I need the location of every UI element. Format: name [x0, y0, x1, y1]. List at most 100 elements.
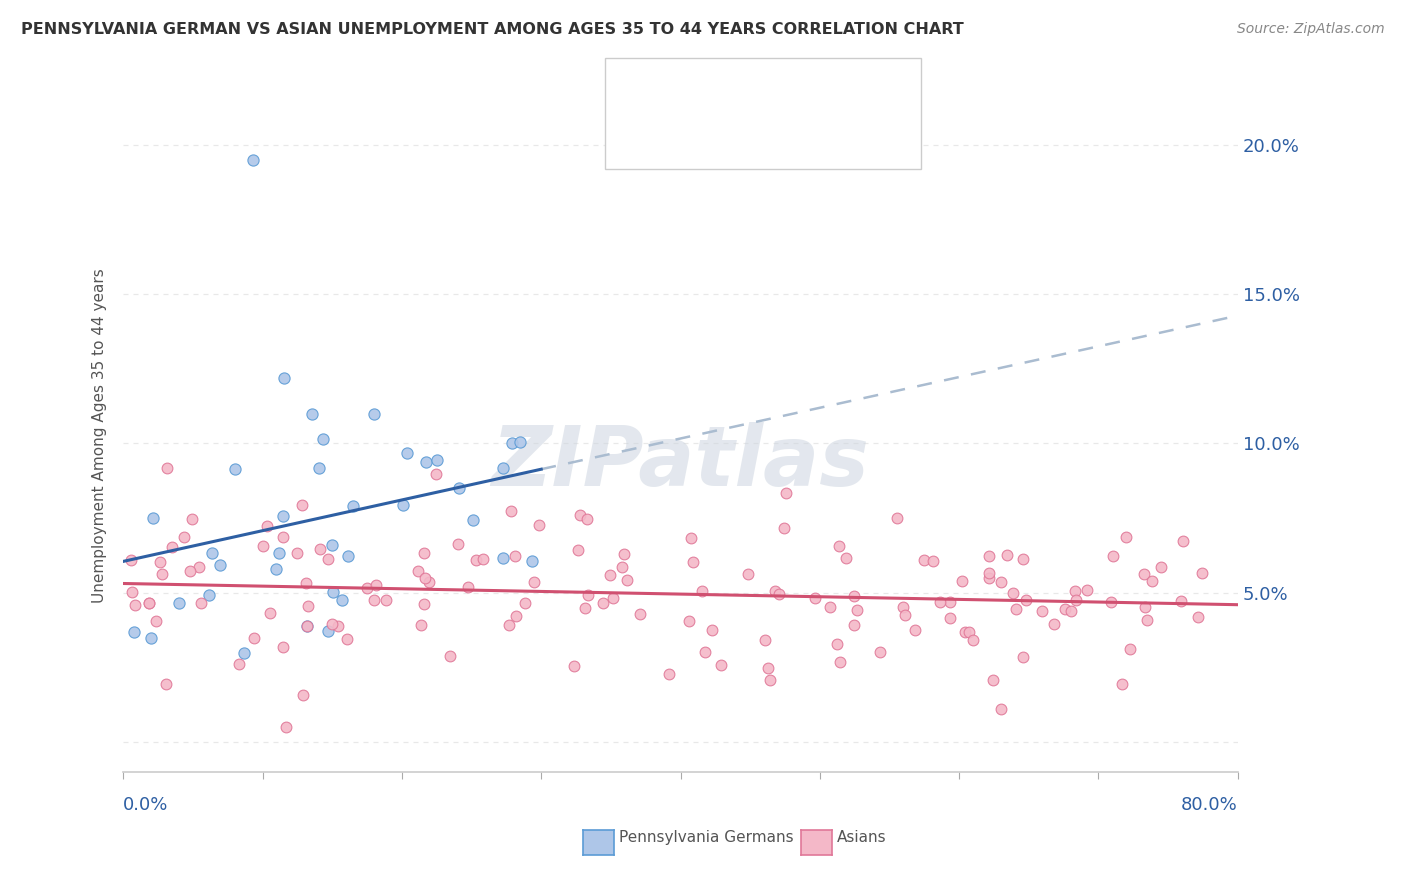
Point — [412, 546, 434, 560]
Point — [271, 508, 294, 523]
Point — [1187, 609, 1209, 624]
Point — [520, 554, 543, 568]
Point — [155, 676, 177, 690]
Point — [145, 614, 167, 628]
Point — [342, 499, 364, 513]
Point — [678, 614, 700, 628]
Point — [274, 720, 297, 734]
Point — [415, 455, 437, 469]
Point — [1170, 594, 1192, 608]
Point — [869, 645, 891, 659]
Point — [173, 530, 195, 544]
Point — [309, 542, 332, 557]
Point — [772, 521, 794, 535]
Point — [894, 607, 917, 622]
Point — [710, 657, 733, 672]
Point — [912, 553, 935, 567]
Point — [1060, 604, 1083, 618]
Point — [1004, 602, 1026, 616]
Text: 0.315: 0.315 — [714, 85, 766, 103]
Point — [981, 673, 1004, 687]
Point — [408, 564, 430, 578]
Point — [505, 549, 527, 563]
Point — [301, 407, 323, 421]
Point — [201, 546, 224, 560]
Point — [418, 574, 440, 589]
Point — [271, 530, 294, 544]
Point — [523, 575, 546, 590]
Point — [576, 588, 599, 602]
Point — [845, 603, 868, 617]
Point — [1043, 617, 1066, 632]
Point — [498, 618, 520, 632]
Point — [150, 567, 173, 582]
Point — [316, 552, 339, 566]
Text: N=: N= — [763, 107, 794, 125]
Point — [756, 661, 779, 675]
Point — [977, 549, 1000, 563]
Text: -0.196: -0.196 — [714, 107, 773, 125]
Point — [842, 589, 865, 603]
Point — [392, 498, 415, 512]
Text: Pennsylvania Germans: Pennsylvania Germans — [619, 830, 793, 845]
Point — [995, 548, 1018, 562]
Point — [292, 688, 315, 702]
Point — [412, 597, 434, 611]
Point — [252, 540, 274, 554]
Point — [939, 611, 962, 625]
Point — [138, 596, 160, 610]
Point — [628, 607, 651, 621]
Point — [228, 657, 250, 672]
Point — [426, 452, 449, 467]
Point — [1119, 641, 1142, 656]
Point — [138, 596, 160, 610]
Point — [312, 433, 335, 447]
Point — [737, 567, 759, 582]
Y-axis label: Unemployment Among Ages 35 to 44 years: Unemployment Among Ages 35 to 44 years — [93, 268, 107, 603]
Point — [264, 562, 287, 576]
Point — [363, 407, 385, 421]
Point — [267, 546, 290, 560]
Point — [1150, 560, 1173, 574]
Point — [921, 554, 943, 568]
Point — [763, 583, 786, 598]
Point — [1012, 552, 1035, 566]
Point — [979, 566, 1001, 581]
Point — [1063, 584, 1085, 599]
Point — [929, 595, 952, 609]
Point — [291, 499, 314, 513]
Point — [775, 485, 797, 500]
Point — [957, 625, 980, 640]
Point — [567, 542, 589, 557]
Point — [1171, 534, 1194, 549]
Point — [321, 616, 343, 631]
Text: R =: R = — [665, 85, 706, 103]
Point — [1132, 566, 1154, 581]
Point — [616, 574, 638, 588]
Point — [562, 659, 585, 673]
Point — [990, 702, 1012, 716]
Point — [950, 574, 973, 588]
Point — [527, 518, 550, 533]
Point — [356, 581, 378, 595]
Point — [273, 370, 295, 384]
Point — [318, 624, 340, 639]
Point — [179, 564, 201, 578]
Point — [1135, 599, 1157, 614]
Point — [464, 553, 486, 567]
Point — [363, 593, 385, 607]
Point — [122, 624, 145, 639]
Text: 36: 36 — [801, 85, 824, 103]
Point — [599, 568, 621, 582]
Point — [903, 623, 925, 637]
Point — [1076, 583, 1098, 598]
Point — [568, 508, 591, 522]
Point — [411, 617, 433, 632]
Point — [326, 619, 349, 633]
Point — [446, 537, 468, 551]
Point — [1111, 677, 1133, 691]
Point — [679, 531, 702, 545]
Point — [232, 646, 254, 660]
Point — [322, 584, 344, 599]
Point — [1053, 601, 1076, 615]
